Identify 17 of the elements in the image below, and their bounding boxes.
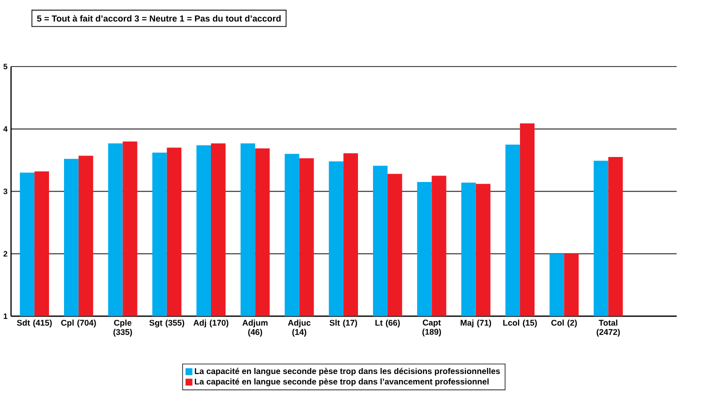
x-tick-label: Cpl (704) [61,319,96,328]
x-tick-label: Adjuc (14) [288,319,311,336]
x-tick-label: Sgt (355) [149,319,184,328]
legend-label: La capacité en langue seconde pèse trop dans les décisions professionnelles [194,368,500,376]
x-tick-label: Adj (170) [193,319,228,328]
x-tick-label: Sdt (415) [16,319,52,328]
x-tick-label: Total (2472) [596,319,620,336]
x-tick-label: Lcol (15) [503,319,537,328]
legend-label: La capacité en langue seconde pèse trop dans l’avancement professionnel [194,378,489,386]
x-tick-label: Col (2) [551,319,577,328]
x-tick-label: Slt (17) [330,319,358,328]
x-tick-label: Cple (335) [113,319,132,336]
x-tick-label: Lt (66) [375,319,400,328]
x-tick-label: Capt (189) [422,320,441,336]
x-tick-label: Adjum (46) [242,319,268,336]
x-tick-label: Maj (71) [460,319,492,328]
text: 5 = Tout à fait d’accord 3 = Neutre 1 = Pas du tout d’accord [37,14,281,22]
